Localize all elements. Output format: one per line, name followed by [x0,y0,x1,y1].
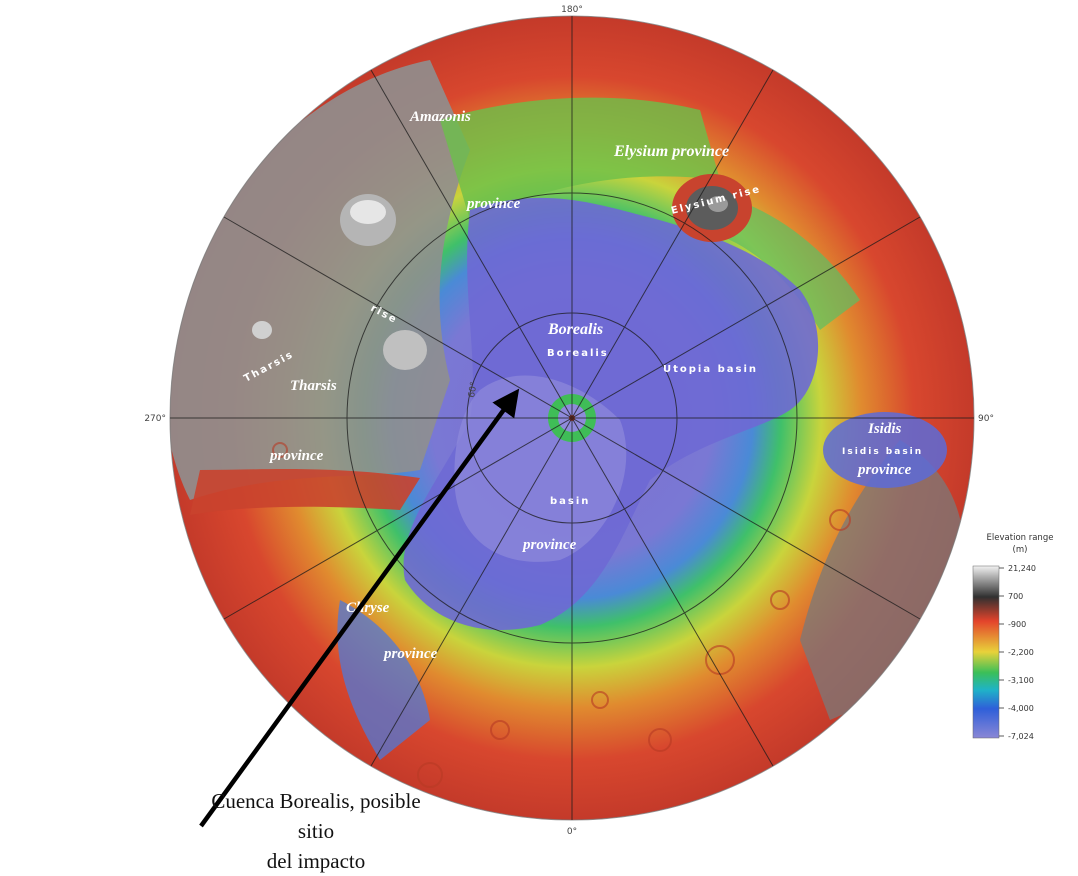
region-labels: Amazonis Elysium province Elysium rise p… [242,109,923,662]
caption-line-2: del impacto [266,849,366,873]
caption-line-1: Cuenca Borealis, posible sitio [211,789,421,843]
tharsis-highlands [170,60,470,500]
elevation-legend: Elevation range (m) 21,240 700 -900 -2,200 -… [972,533,1054,741]
tharsis-volcano-2 [252,321,272,339]
legend-value-label: 21,240 [1008,564,1036,573]
legend-value-label: -2,200 [1008,648,1034,657]
impact-site-arrow [199,388,520,828]
impact-caption: Cuenca Borealis, posible sitio del impac… [196,786,436,876]
borealis-sub-label: Borealis [547,348,609,359]
isidis-label: Isidis [867,421,902,437]
longitude-180-label: 180° [561,5,583,15]
chryse-province-label: province [382,646,438,662]
graticule [169,15,975,821]
latitude-60-label: 60° [467,381,480,398]
basin-label: basin [550,496,590,507]
borealis-title-label: Borealis [547,321,603,338]
isidis-basin-shape [823,412,947,488]
isidis-province-label: province [856,462,912,478]
utopia-basin-label: Utopia basin [663,364,758,375]
chryse-label: Chryse [346,600,390,616]
mars-north-polar-map: 180° 270° 90° 0° 60° Amazonis Elysium pr… [144,5,1054,837]
legend-title: Elevation range [987,533,1054,543]
legend-colorbar [972,565,1000,739]
longitude-270-label: 270° [144,414,166,424]
tharsis-volcano-1 [383,330,427,370]
legend-value-label: -3,100 [1008,676,1034,685]
elysium-province-label: Elysium province [613,143,729,160]
legend-unit: (m) [1013,545,1028,555]
province-center-label: province [521,537,577,553]
province-left-label: province [268,448,324,464]
elysium-mons [672,174,752,242]
legend-value-label: -4,000 [1008,704,1034,713]
province-top-label: province [465,196,521,212]
amazonis-label: Amazonis [409,109,471,125]
longitude-0-label: 0° [567,827,577,837]
legend-value-label: -900 [1008,620,1026,629]
isidis-basin-label: Isidis basin [842,447,923,457]
elevation-map [170,16,974,820]
legend-value-label: 700 [1008,592,1023,601]
longitude-90-label: 90° [978,414,994,424]
olympus-mons [340,194,396,246]
legend-value-label: -7,024 [1008,732,1034,741]
tharsis-label: Tharsis [290,378,337,394]
